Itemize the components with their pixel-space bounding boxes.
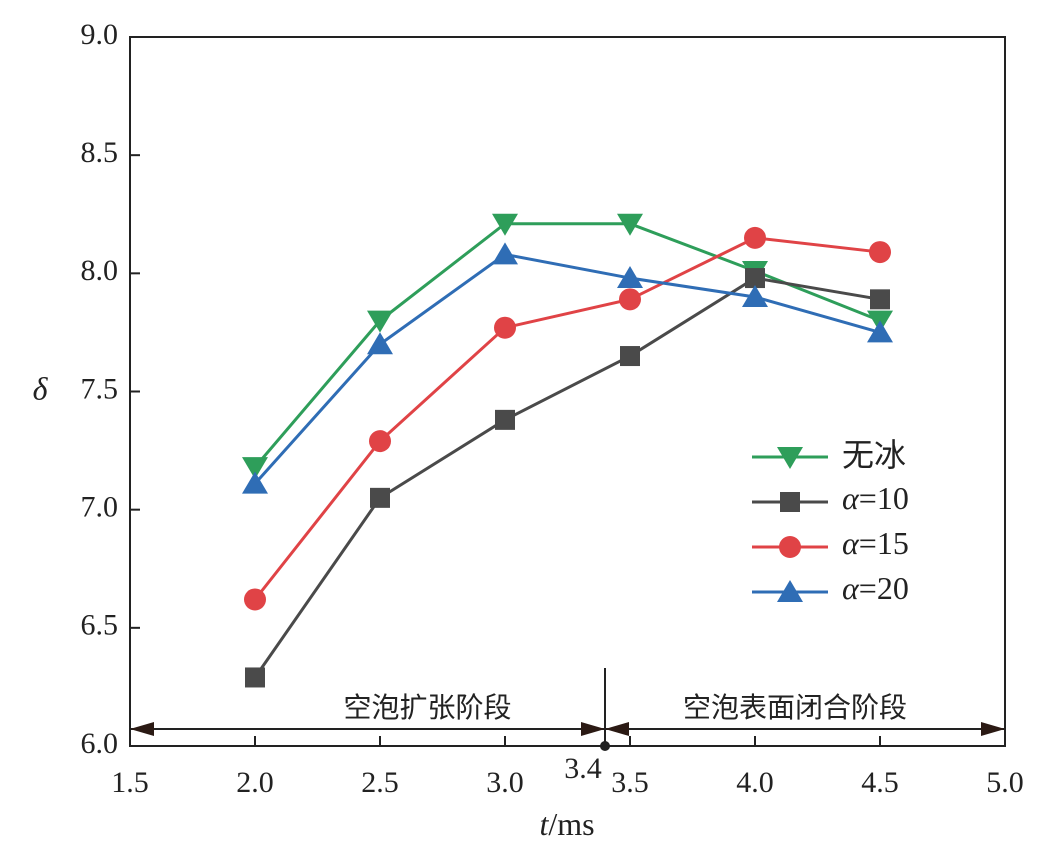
data-point — [869, 241, 891, 264]
y-tick-label: 7.5 — [81, 372, 119, 405]
data-point — [244, 588, 266, 611]
series-line — [253, 236, 881, 601]
data-point — [492, 242, 518, 265]
x-tick-label: 4.0 — [736, 766, 774, 799]
phase-split-dot — [600, 741, 610, 751]
series-line — [253, 276, 881, 679]
data-point — [619, 288, 641, 311]
legend-label: α=10 — [842, 480, 909, 516]
legend-entry: α=10 — [752, 480, 909, 516]
series-2 — [244, 226, 891, 611]
y-tick-label: 8.0 — [81, 254, 119, 287]
series-line — [253, 252, 881, 485]
legend-marker — [777, 447, 803, 469]
series-3 — [242, 242, 893, 494]
data-point — [367, 332, 393, 355]
legend-label-var: α — [842, 480, 860, 516]
legend-label-value: =15 — [859, 525, 909, 561]
legend-label-var: α — [842, 570, 860, 606]
data-point — [370, 487, 390, 508]
legend-marker — [777, 580, 803, 602]
arrowhead-right-outer — [981, 722, 1005, 736]
data-point — [617, 266, 643, 289]
data-point — [369, 430, 391, 453]
legend-label-var: α — [842, 525, 860, 561]
series-0 — [242, 213, 893, 480]
x-axis-title: t/ms — [539, 806, 594, 842]
legend-label: α=15 — [842, 525, 909, 561]
data-point — [620, 346, 640, 367]
x-axis-ticks: 1.5 2.0 2.5 3.0 3.5 4.0 4.5 5.0 — [111, 736, 1024, 799]
series-layer — [242, 213, 893, 688]
data-point — [742, 284, 768, 307]
x-tick-label: 3.0 — [486, 766, 524, 799]
legend-label-text: 无冰 — [842, 436, 906, 474]
legend-marker — [780, 492, 800, 512]
data-point — [745, 268, 765, 289]
data-point — [494, 316, 516, 339]
x-tick-label: 1.5 — [111, 766, 149, 799]
series-line — [253, 222, 881, 469]
y-tick-label: 6.0 — [81, 727, 119, 760]
x-tick-label: 3.5 — [611, 766, 649, 799]
data-point — [744, 226, 766, 249]
legend-label: 无冰 — [842, 436, 906, 474]
phase-split-label: 3.4 — [564, 752, 602, 785]
legend: 无冰α=10α=15α=20 — [752, 436, 909, 606]
data-point — [495, 409, 515, 430]
y-tick-label: 9.0 — [81, 18, 119, 51]
data-point — [242, 457, 268, 480]
series-1 — [245, 268, 890, 688]
data-point — [367, 310, 393, 333]
data-point — [867, 320, 893, 343]
legend-entry: α=15 — [752, 525, 909, 561]
y-axis-title: δ — [33, 370, 49, 406]
y-tick-label: 8.5 — [81, 136, 119, 169]
arrowhead-right-inner — [605, 722, 629, 736]
legend-entry: 无冰 — [752, 436, 906, 474]
x-tick-label: 2.5 — [361, 766, 399, 799]
phase-annotation: 3.4 空泡扩张阶段 空泡表面闭合阶段 — [130, 668, 1005, 785]
phase-right-label: 空泡表面闭合阶段 — [683, 691, 907, 724]
phase-left-label: 空泡扩张阶段 — [343, 691, 511, 724]
x-tick-label: 4.5 — [861, 766, 899, 799]
legend-marker — [779, 536, 801, 558]
data-point — [492, 213, 518, 236]
data-point — [870, 289, 890, 310]
legend-label-value: =20 — [859, 570, 909, 606]
legend-label-value: =10 — [859, 480, 909, 516]
data-point — [245, 667, 265, 688]
y-axis-ticks: 6.0 6.5 7.0 7.5 8.0 8.5 9.0 — [81, 18, 140, 760]
x-axis-title-unit: /ms — [548, 806, 594, 842]
plot-frame — [129, 36, 1006, 747]
y-tick-label: 6.5 — [81, 609, 119, 642]
arrowhead-left-outer — [130, 722, 154, 736]
x-tick-label: 2.0 — [236, 766, 274, 799]
arrowhead-left-inner — [581, 722, 605, 736]
y-tick-label: 7.0 — [81, 491, 119, 524]
data-point — [617, 213, 643, 236]
legend-label: α=20 — [842, 570, 909, 606]
legend-entry: α=20 — [752, 570, 909, 606]
x-tick-label: 5.0 — [986, 766, 1024, 799]
x-axis-title-var: t — [539, 806, 549, 842]
data-point — [242, 471, 268, 494]
